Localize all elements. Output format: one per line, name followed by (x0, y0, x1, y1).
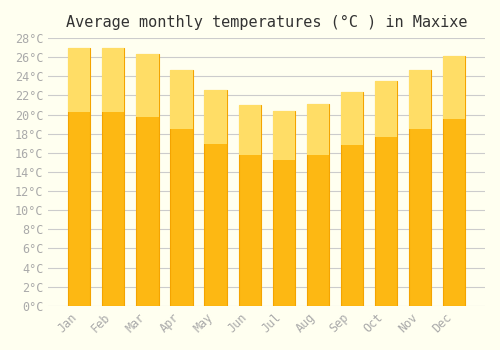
Bar (170, 70, 192, 306)
Bar (306, 104, 329, 306)
Bar (341, 92, 363, 145)
Bar (409, 70, 431, 129)
Bar (375, 81, 397, 137)
Bar (238, 105, 260, 155)
Bar (443, 56, 465, 306)
Bar (102, 48, 124, 112)
Bar (170, 70, 192, 129)
Bar (136, 54, 158, 306)
Bar (136, 54, 158, 117)
Bar (272, 111, 295, 160)
Bar (102, 48, 124, 306)
Bar (272, 111, 295, 306)
Bar (409, 70, 431, 306)
Bar (204, 90, 227, 306)
Bar (238, 105, 260, 306)
Bar (306, 104, 329, 155)
Bar (443, 56, 465, 119)
Bar (68, 48, 90, 112)
Bar (375, 81, 397, 306)
Bar (341, 92, 363, 306)
Bar (68, 48, 90, 306)
Title: Average monthly temperatures (°C ) in Maxixe: Average monthly temperatures (°C ) in Ma… (66, 15, 468, 30)
Bar (204, 90, 227, 144)
